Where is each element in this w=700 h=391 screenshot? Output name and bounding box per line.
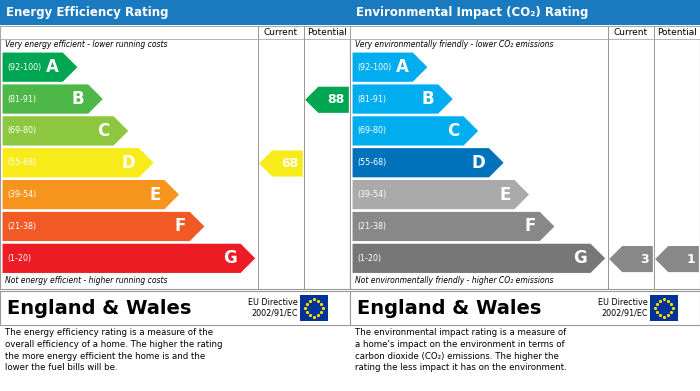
- Text: EU Directive
2002/91/EC: EU Directive 2002/91/EC: [598, 298, 648, 318]
- Text: EU Directive
2002/91/EC: EU Directive 2002/91/EC: [248, 298, 298, 318]
- Text: G: G: [573, 249, 587, 267]
- Polygon shape: [352, 147, 505, 178]
- Bar: [654, 26, 655, 289]
- Text: The energy efficiency rating is a measure of the
overall efficiency of a home. T: The energy efficiency rating is a measur…: [5, 328, 223, 372]
- Text: Potential: Potential: [307, 28, 347, 37]
- Text: 3: 3: [640, 253, 649, 265]
- Text: C: C: [447, 122, 460, 140]
- Text: 1: 1: [686, 253, 695, 265]
- Bar: [350, 26, 700, 289]
- Polygon shape: [655, 246, 699, 272]
- Text: B: B: [422, 90, 435, 108]
- Bar: [350, 291, 700, 325]
- Polygon shape: [352, 52, 428, 83]
- Polygon shape: [352, 84, 454, 114]
- Text: (81-91): (81-91): [7, 95, 36, 104]
- Polygon shape: [305, 87, 349, 113]
- Text: The environmental impact rating is a measure of
a home's impact on the environme: The environmental impact rating is a mea…: [355, 328, 567, 372]
- Polygon shape: [2, 179, 180, 210]
- Bar: [650, 295, 678, 321]
- Polygon shape: [352, 243, 606, 273]
- Text: (69-80): (69-80): [7, 126, 36, 135]
- Polygon shape: [259, 151, 303, 177]
- Text: C: C: [97, 122, 110, 140]
- Polygon shape: [2, 147, 155, 178]
- Text: (1-20): (1-20): [357, 254, 381, 263]
- Polygon shape: [352, 179, 530, 210]
- Bar: [0, 26, 350, 39]
- Bar: [350, 26, 700, 39]
- Text: (55-68): (55-68): [357, 158, 386, 167]
- Polygon shape: [2, 116, 129, 146]
- Text: (21-38): (21-38): [357, 222, 386, 231]
- Text: Energy Efficiency Rating: Energy Efficiency Rating: [6, 6, 169, 19]
- Polygon shape: [2, 52, 78, 83]
- Bar: [258, 26, 259, 289]
- Text: E: E: [149, 186, 160, 204]
- Text: (1-20): (1-20): [7, 254, 31, 263]
- Text: Very environmentally friendly - lower CO₂ emissions: Very environmentally friendly - lower CO…: [355, 40, 554, 49]
- Text: England & Wales: England & Wales: [7, 298, 191, 317]
- Polygon shape: [352, 116, 479, 146]
- Text: (92-100): (92-100): [7, 63, 41, 72]
- Text: Not energy efficient - higher running costs: Not energy efficient - higher running co…: [5, 276, 167, 285]
- Bar: [0, 291, 350, 325]
- Bar: [350, 0, 700, 25]
- Bar: [0, 26, 350, 289]
- Text: (21-38): (21-38): [7, 222, 36, 231]
- Text: (39-54): (39-54): [7, 190, 36, 199]
- Polygon shape: [2, 211, 205, 242]
- Text: Current: Current: [614, 28, 648, 37]
- Text: E: E: [499, 186, 510, 204]
- Text: D: D: [472, 154, 485, 172]
- Polygon shape: [352, 211, 555, 242]
- Text: (55-68): (55-68): [7, 158, 36, 167]
- Text: Environmental Impact (CO₂) Rating: Environmental Impact (CO₂) Rating: [356, 6, 589, 19]
- Text: Very energy efficient - lower running costs: Very energy efficient - lower running co…: [5, 40, 167, 49]
- Bar: [0, 0, 350, 25]
- Bar: [608, 26, 609, 289]
- Text: D: D: [122, 154, 135, 172]
- Text: Potential: Potential: [657, 28, 697, 37]
- Text: Current: Current: [264, 28, 298, 37]
- Text: A: A: [46, 58, 59, 76]
- Text: (81-91): (81-91): [357, 95, 386, 104]
- Text: 68: 68: [281, 157, 299, 170]
- Text: G: G: [223, 249, 237, 267]
- Text: 88: 88: [328, 93, 345, 106]
- Polygon shape: [609, 246, 653, 272]
- Text: A: A: [396, 58, 409, 76]
- Polygon shape: [2, 243, 256, 273]
- Text: F: F: [174, 217, 186, 235]
- Text: B: B: [72, 90, 85, 108]
- Text: (92-100): (92-100): [357, 63, 391, 72]
- Bar: [300, 295, 328, 321]
- Text: (39-54): (39-54): [357, 190, 386, 199]
- Text: Not environmentally friendly - higher CO₂ emissions: Not environmentally friendly - higher CO…: [355, 276, 554, 285]
- Text: F: F: [524, 217, 536, 235]
- Text: (69-80): (69-80): [357, 126, 386, 135]
- Text: England & Wales: England & Wales: [357, 298, 541, 317]
- Polygon shape: [2, 84, 104, 114]
